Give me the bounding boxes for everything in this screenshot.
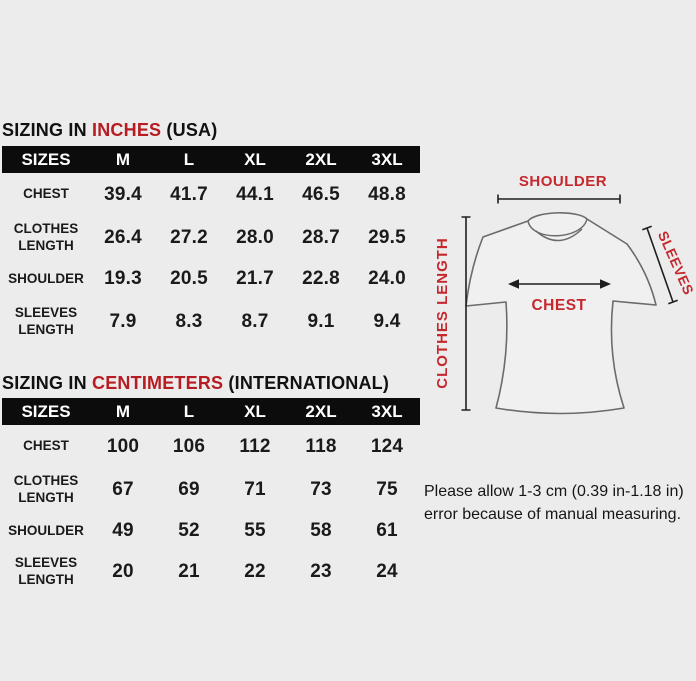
- cell-value: 112: [239, 435, 271, 457]
- cell-value: 118: [305, 435, 337, 457]
- centimeters-table-title: SIZING IN CENTIMETERS (INTERNATIONAL): [2, 373, 389, 394]
- column-header-xl: XL: [244, 401, 266, 421]
- cell-value: 44.1: [236, 183, 274, 205]
- cell-value: 26.4: [104, 226, 142, 248]
- inches-title-suffix: (USA): [161, 120, 218, 140]
- cell-value: 24.0: [368, 268, 406, 289]
- chest-arrowhead-left: [508, 279, 519, 289]
- clothes-length-measure-line: [461, 216, 471, 411]
- cell-value: 69: [178, 478, 200, 500]
- centimeters-table-body: CHEST 100 106 112 118 124 CLOTHES LENGTH…: [2, 425, 420, 593]
- chest-diagram-label: CHEST: [531, 297, 586, 314]
- inches-table-header: SIZES M L XL 2XL 3XL: [2, 146, 420, 173]
- cell-value: 39.4: [104, 183, 142, 205]
- clothes-length-diagram-label: CLOTHES LENGTH: [434, 237, 451, 389]
- table-row: CLOTHES LENGTH 67 69 71 73 75: [2, 468, 420, 511]
- column-header-m: M: [115, 401, 131, 421]
- cell-value: 19.3: [104, 268, 142, 289]
- cm-title-suffix: (INTERNATIONAL): [223, 373, 390, 393]
- shoulder-measure-line: [497, 194, 621, 204]
- table-row: CHEST 39.4 41.7 44.1 46.5 48.8: [2, 173, 420, 216]
- cell-value: 8.7: [241, 310, 269, 332]
- inches-title-unit: INCHES: [92, 120, 162, 140]
- column-header-xl: XL: [244, 149, 266, 169]
- cell-value: 7.9: [109, 310, 137, 332]
- cell-value: 61: [376, 520, 398, 541]
- table-row: CHEST 100 106 112 118 124: [2, 425, 420, 468]
- cell-value: 21: [178, 561, 200, 582]
- measuring-error-note: Please allow 1-3 cm (0.39 in-1.18 in) er…: [424, 480, 696, 526]
- row-label-shoulder: SHOULDER: [8, 522, 84, 538]
- cell-value: 20: [112, 561, 134, 582]
- column-header-3xl: 3XL: [371, 149, 403, 169]
- cell-value: 75: [376, 478, 398, 500]
- cell-value: 8.3: [175, 310, 203, 332]
- row-label-shoulder: SHOULDER: [8, 270, 84, 286]
- inches-title-prefix: SIZING IN: [2, 120, 93, 140]
- note-line-2: error because of manual measuring.: [424, 506, 682, 523]
- column-header-l: L: [183, 401, 195, 421]
- tshirt-measurement-diagram: SHOULDER CLOTHES LENGTH CHEST SLEEVES: [434, 173, 696, 415]
- column-header-2xl: 2XL: [305, 149, 337, 169]
- column-header-sizes: SIZES: [21, 401, 71, 421]
- cell-value: 23: [310, 561, 332, 582]
- chest-arrowhead-right: [600, 279, 611, 289]
- cell-value: 29.5: [368, 226, 406, 248]
- cell-value: 55: [244, 520, 266, 541]
- column-header-sizes: SIZES: [21, 149, 71, 169]
- cell-value: 9.4: [373, 310, 401, 332]
- cell-value: 48.8: [368, 183, 406, 205]
- table-row: SLEEVES LENGTH 7.9 8.3 8.7 9.1 9.4: [2, 299, 420, 344]
- cell-value: 73: [310, 478, 332, 500]
- cell-value: 22.8: [302, 268, 340, 289]
- cm-title-prefix: SIZING IN: [2, 373, 93, 393]
- table-row: CLOTHES LENGTH 26.4 27.2 28.0 28.7 29.5: [2, 216, 420, 259]
- cell-value: 20.5: [170, 268, 208, 289]
- row-label-clothes-length: CLOTHES LENGTH: [13, 220, 79, 253]
- row-label-clothes-length: CLOTHES LENGTH: [13, 472, 79, 505]
- sleeves-measure-line: [642, 225, 678, 305]
- inches-table-body: CHEST 39.4 41.7 44.1 46.5 48.8 CLOTHES L…: [2, 173, 420, 344]
- centimeters-table-header: SIZES M L XL 2XL 3XL: [2, 398, 420, 425]
- sleeves-diagram-label: SLEEVES: [655, 229, 696, 298]
- column-header-2xl: 2XL: [305, 401, 337, 421]
- row-label-sleeves-length: SLEEVES LENGTH: [14, 555, 78, 587]
- cell-value: 27.2: [170, 226, 208, 248]
- cell-value: 22: [244, 561, 266, 582]
- cell-value: 46.5: [302, 183, 340, 205]
- cm-title-unit: CENTIMETERS: [92, 373, 224, 393]
- table-row: SHOULDER 19.3 20.5 21.7 22.8 24.0: [2, 259, 420, 299]
- note-line-1: Please allow 1-3 cm (0.39 in-1.18 in): [424, 483, 684, 500]
- cell-value: 24: [376, 561, 398, 582]
- cell-value: 106: [172, 435, 206, 457]
- tshirt-outline: [465, 212, 657, 415]
- cell-value: 28.0: [236, 226, 274, 248]
- row-label-chest: CHEST: [23, 186, 69, 202]
- cell-value: 100: [106, 435, 140, 457]
- cell-value: 21.7: [236, 268, 274, 289]
- column-header-l: L: [183, 149, 195, 169]
- cell-value: 124: [370, 435, 404, 457]
- table-row: SHOULDER 49 52 55 58 61: [2, 511, 420, 551]
- row-label-sleeves-length: SLEEVES LENGTH: [14, 304, 78, 337]
- cell-value: 67: [112, 478, 134, 500]
- cell-value: 49: [112, 520, 134, 541]
- column-header-m: M: [115, 149, 131, 169]
- tshirt-collar-rib: [535, 228, 583, 242]
- cell-value: 9.1: [307, 310, 335, 332]
- shoulder-diagram-label: SHOULDER: [519, 173, 607, 190]
- cell-value: 28.7: [302, 226, 340, 248]
- table-row: SLEEVES LENGTH 20 21 22 23 24: [2, 551, 420, 593]
- tshirt-collar-opening: [527, 218, 588, 237]
- column-header-3xl: 3XL: [371, 401, 403, 421]
- cell-value: 52: [178, 520, 200, 541]
- cell-value: 71: [244, 478, 266, 500]
- cell-value: 41.7: [170, 183, 208, 205]
- row-label-chest: CHEST: [23, 438, 69, 454]
- inches-table-title: SIZING IN INCHES (USA): [2, 120, 217, 141]
- cell-value: 58: [310, 520, 332, 541]
